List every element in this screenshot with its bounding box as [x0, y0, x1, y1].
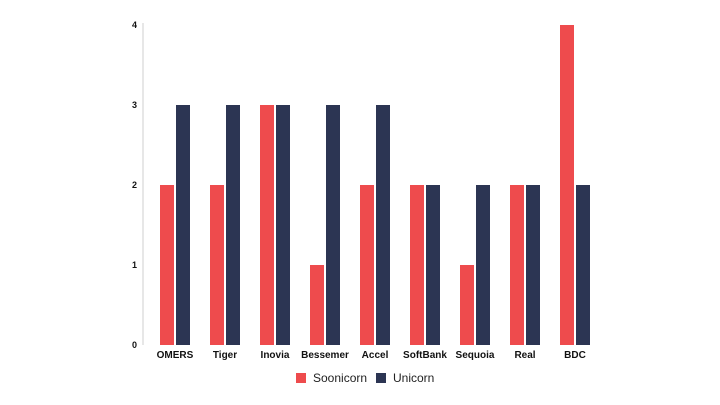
legend-label-soonicorn: Soonicorn — [313, 371, 367, 385]
bar-soonicorn-tiger — [210, 185, 224, 345]
legend-swatch-soonicorn — [296, 373, 306, 383]
bar-unicorn-inovia — [276, 105, 290, 345]
bar-unicorn-real — [526, 185, 540, 345]
bar-unicorn-omers — [176, 105, 190, 345]
bars-layer — [160, 25, 590, 345]
x-tick-label: Bessemer — [301, 350, 349, 361]
bar-soonicorn-accel — [360, 185, 374, 345]
legend-label-unicorn: Unicorn — [393, 371, 434, 385]
x-labels-layer: OMERS Tiger Inovia Bessemer Accel SoftBank Seq… — [157, 350, 586, 361]
y-tick-label: 1 — [132, 260, 137, 270]
y-tick-label: 2 — [132, 180, 137, 190]
bar-soonicorn-softbank — [410, 185, 424, 345]
x-tick-label: Tiger — [213, 350, 237, 361]
axis-layer: 0 1 2 3 4 — [132, 20, 144, 350]
y-tick-label: 4 — [132, 20, 137, 30]
x-tick-label: OMERS — [157, 350, 194, 361]
bar-soonicorn-bessemer — [310, 265, 324, 345]
bar-soonicorn-omers — [160, 185, 174, 345]
legend-swatch-unicorn — [376, 373, 386, 383]
legend: Soonicorn Unicorn — [296, 371, 434, 385]
x-tick-label: SoftBank — [403, 350, 447, 361]
x-tick-label: Inovia — [261, 350, 290, 361]
bar-unicorn-bessemer — [326, 105, 340, 345]
bar-unicorn-softbank — [426, 185, 440, 345]
bar-unicorn-sequoia — [476, 185, 490, 345]
x-tick-label: BDC — [564, 350, 586, 361]
y-tick-label: 3 — [132, 100, 137, 110]
x-tick-label: Real — [514, 350, 535, 361]
x-tick-label: Sequoia — [456, 350, 495, 361]
bar-unicorn-tiger — [226, 105, 240, 345]
bar-unicorn-bdc — [576, 185, 590, 345]
bar-soonicorn-inovia — [260, 105, 274, 345]
bar-soonicorn-sequoia — [460, 265, 474, 345]
y-tick-label: 0 — [132, 340, 137, 350]
x-tick-label: Accel — [362, 350, 389, 361]
bar-unicorn-accel — [376, 105, 390, 345]
bar-soonicorn-bdc — [560, 25, 574, 345]
bar-soonicorn-real — [510, 185, 524, 345]
